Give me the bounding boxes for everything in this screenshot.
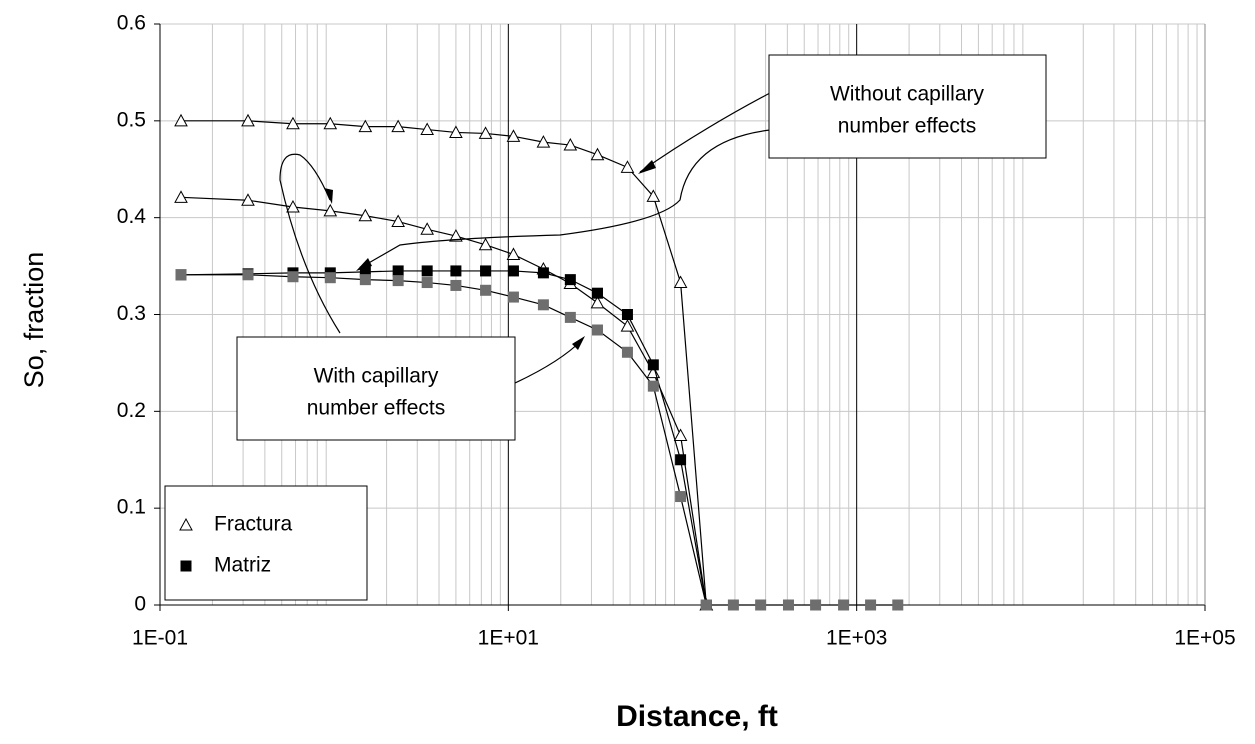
marker	[673, 275, 688, 289]
marker	[865, 599, 877, 611]
annotation-line: With capillary	[314, 365, 439, 388]
marker	[620, 160, 635, 173]
y-tick-label: 0.6	[117, 12, 146, 35]
marker	[420, 222, 435, 235]
marker	[323, 203, 338, 217]
marker	[591, 287, 603, 299]
x-tick-label: 1E+01	[478, 627, 539, 650]
marker	[621, 346, 633, 358]
marker	[537, 267, 549, 279]
marker	[420, 122, 435, 136]
marker	[563, 137, 578, 151]
marker	[449, 229, 463, 242]
legend-marker	[179, 517, 193, 531]
marker	[392, 265, 404, 277]
marker	[480, 265, 492, 277]
marker	[480, 284, 492, 296]
marker	[590, 147, 605, 161]
marker	[478, 126, 493, 139]
marker	[449, 125, 463, 138]
x-axis-label: Distance, ft	[616, 700, 778, 733]
marker	[358, 119, 373, 133]
marker	[450, 265, 462, 277]
marker	[621, 309, 633, 320]
y-axis-label: So, fraction	[19, 252, 49, 389]
annotation-line: number effects	[838, 115, 977, 138]
marker	[782, 599, 794, 611]
x-tick-label: 1E+05	[1174, 627, 1235, 650]
marker	[507, 265, 519, 277]
marker	[536, 135, 551, 148]
marker	[391, 214, 405, 228]
marker	[564, 311, 576, 323]
series	[174, 113, 904, 611]
y-tick-label: 0.4	[117, 205, 147, 228]
marker	[892, 599, 904, 611]
marker	[421, 277, 433, 289]
marker	[450, 279, 462, 291]
y-tick-label: 0.2	[117, 399, 146, 422]
marker	[647, 359, 659, 371]
legend-label: Matriz	[214, 554, 271, 577]
y-tick-label: 0.3	[117, 302, 146, 325]
marker	[810, 599, 822, 611]
marker	[358, 208, 373, 222]
marker	[646, 189, 661, 202]
marker	[506, 247, 521, 260]
legend-marker	[180, 560, 192, 572]
legend-entries: Fractura Matriz	[179, 513, 293, 577]
x-tick-label: 1E-01	[132, 627, 188, 650]
y-tick-label: 0.5	[117, 108, 146, 131]
annotation-box	[768, 54, 1047, 159]
marker	[675, 491, 687, 503]
marker	[478, 237, 493, 251]
marker	[174, 190, 188, 203]
marker	[242, 269, 254, 281]
marker	[323, 116, 338, 130]
x-tick-label: 1E+03	[826, 627, 887, 650]
marker	[620, 319, 635, 332]
annotation-box	[236, 336, 516, 441]
marker	[675, 454, 687, 466]
y-tick-label: 0.1	[117, 496, 146, 519]
marker	[421, 265, 433, 277]
marker	[174, 113, 188, 127]
marker	[700, 599, 712, 611]
marker	[286, 199, 300, 213]
marker	[507, 291, 519, 303]
marker	[591, 324, 603, 336]
marker	[564, 274, 576, 286]
marker	[537, 299, 549, 311]
marker	[324, 272, 336, 284]
marker	[391, 119, 405, 133]
marker	[241, 193, 255, 206]
grid	[159, 23, 1206, 606]
marker	[673, 428, 688, 442]
marker	[359, 274, 371, 286]
marker	[647, 380, 659, 392]
marker	[175, 269, 187, 281]
annotation-line: number effects	[307, 397, 446, 420]
legend	[164, 485, 368, 601]
marker	[590, 295, 605, 309]
marker	[241, 113, 255, 127]
marker	[838, 599, 850, 611]
marker	[287, 271, 299, 283]
marker	[392, 275, 404, 287]
y-tick-label: 0	[134, 593, 146, 616]
marker	[506, 129, 521, 142]
annotation-arrows	[279, 92, 771, 384]
annotation-line: Without capillary	[830, 83, 985, 106]
arrow-heads	[324, 160, 656, 350]
marker	[727, 599, 739, 611]
marker	[755, 599, 767, 611]
legend-label: Fractura	[214, 513, 293, 536]
marker	[286, 116, 300, 130]
